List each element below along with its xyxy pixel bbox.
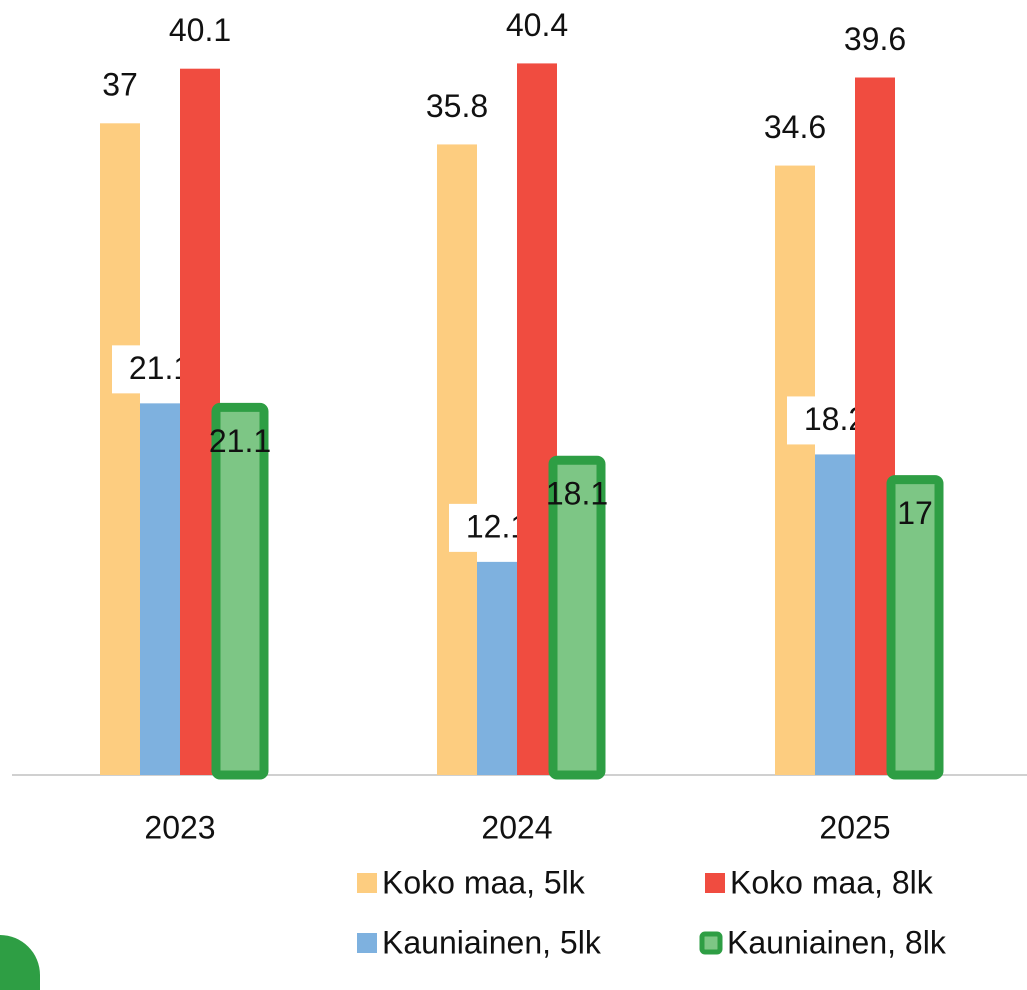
bar [140,403,180,775]
data-label: 40.4 [506,7,568,43]
x-tick-label: 2024 [481,809,552,845]
legend-swatch [357,873,377,893]
bar [548,455,606,780]
bar [437,144,477,775]
x-tick-label: 2025 [819,809,890,845]
bar [775,165,815,775]
data-label: 39.6 [844,21,906,57]
legend-label: Kauniainen, 5lk [382,924,602,960]
data-label: 37 [102,67,138,103]
bar [815,454,855,775]
bar [211,402,269,780]
bar [886,475,944,780]
legend-swatch [705,873,725,893]
legend-label: Koko maa, 5lk [382,864,586,900]
data-label: 21.1 [209,423,271,459]
legend-label: Koko maa, 8lk [730,864,934,900]
data-label: 17 [897,495,933,531]
legend-label: Kauniainen, 8lk [727,924,947,960]
data-label: 35.8 [426,88,488,124]
bar [477,561,517,775]
data-label: 40.1 [169,12,231,48]
data-label: 34.6 [764,109,826,145]
x-tick-label: 2023 [144,809,215,845]
legend-swatch [357,933,377,953]
bar [100,123,140,775]
logo-fragment [0,935,40,990]
legend-swatch [699,931,723,955]
data-label: 18.1 [546,476,608,512]
